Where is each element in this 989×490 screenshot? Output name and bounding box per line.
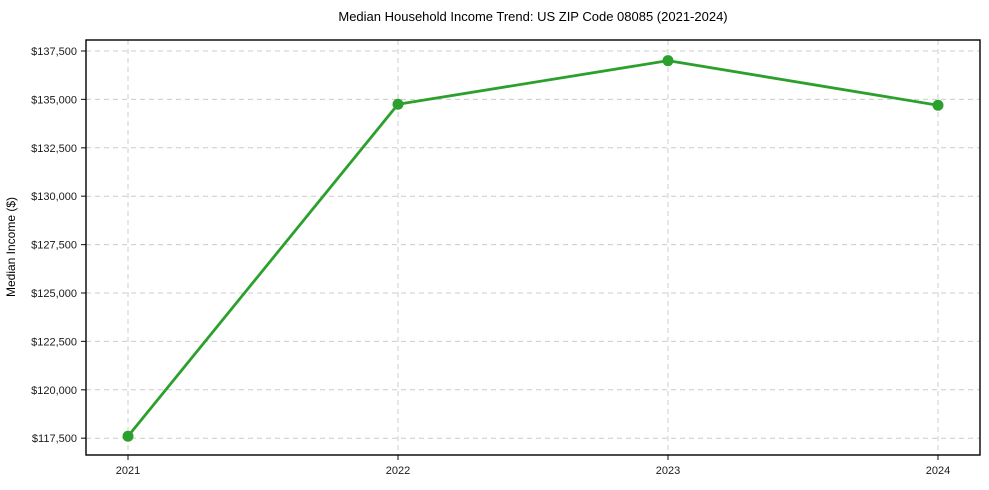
x-tick-label: 2021 [116,465,140,477]
y-tick-label: $127,500 [31,240,77,252]
data-line [126,59,940,438]
y-tick-label: $132,500 [31,143,77,155]
y-tick-label: $125,000 [31,288,77,300]
grid-layer [86,40,980,455]
x-tick-label: 2022 [386,465,410,477]
axes-spines [85,39,981,456]
tick-layer: $117,500 $120,000 $122,500 $125,000 $127,500… [31,46,950,477]
y-tick-label: $137,500 [31,46,77,58]
y-tick-label: $120,000 [31,385,77,397]
y-axis-label: Median Income ($) [4,197,18,297]
data-point [932,99,944,111]
x-tick-label: 2024 [926,465,950,477]
y-tick-label: $135,000 [31,94,77,106]
series-layer [122,55,944,442]
y-tick-label: $122,500 [31,336,77,348]
plot-area [86,40,980,455]
data-point [392,98,404,110]
chart-title: Median Household Income Trend: US ZIP Co… [338,9,727,24]
data-point [122,430,134,442]
data-point [662,55,674,67]
y-tick-label: $130,000 [31,191,77,203]
y-tick-label: $117,500 [32,433,77,445]
x-tick-label: 2023 [656,465,680,477]
